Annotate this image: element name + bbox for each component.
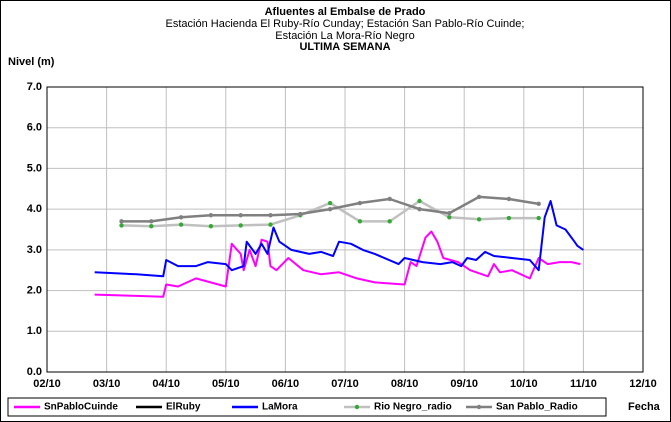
data-point xyxy=(208,224,214,229)
x-tick-label: 05/10 xyxy=(212,378,240,390)
data-point xyxy=(417,198,422,204)
data-point xyxy=(536,215,541,221)
x-tick-label: 09/10 xyxy=(450,378,478,390)
x-axis-label: Fecha xyxy=(628,401,661,413)
data-point xyxy=(387,196,392,202)
data-point xyxy=(506,196,512,202)
legend-label: SnPabloCuinde xyxy=(44,402,118,413)
data-point xyxy=(536,201,541,207)
y-tick-label: 4.0 xyxy=(27,203,42,215)
legend-label: LaMora xyxy=(262,402,298,413)
data-point xyxy=(178,222,184,227)
legend xyxy=(7,397,607,417)
series-line xyxy=(94,230,581,298)
data-point xyxy=(208,213,214,218)
x-tick-label: 12/10 xyxy=(629,378,657,390)
data-point xyxy=(119,223,124,228)
period-label: ULTIMA SEMANA xyxy=(299,41,390,53)
y-tick-label: 0.0 xyxy=(27,366,42,378)
chart-subtitle: Estación Hacienda El Ruby-Río Cunday; Es… xyxy=(166,18,525,30)
data-point xyxy=(447,211,452,216)
y-tick-label: 3.0 xyxy=(27,244,42,256)
x-tick-label: 03/10 xyxy=(93,378,121,390)
data-point xyxy=(357,200,363,206)
data-point xyxy=(298,211,303,217)
legend-marker xyxy=(354,404,360,410)
data-point xyxy=(476,194,482,200)
data-point xyxy=(268,222,273,227)
chart-title: Afluentes al Embalse de Prado xyxy=(265,6,426,18)
data-point xyxy=(476,217,482,222)
y-tick-label: 2.0 xyxy=(27,284,42,296)
data-point xyxy=(387,219,392,224)
data-point xyxy=(149,224,154,229)
data-point xyxy=(327,200,333,206)
data-point xyxy=(238,223,243,228)
x-tick-label: 02/10 xyxy=(33,378,61,390)
x-tick-label: 06/10 xyxy=(272,378,300,390)
data-point xyxy=(178,215,184,220)
y-tick-label: 6.0 xyxy=(27,122,42,134)
series-line xyxy=(94,200,584,278)
data-point xyxy=(238,213,243,218)
y-axis-label: Nivel (m) xyxy=(8,56,55,68)
chart-subtitle: Estación La Mora-Río Negro xyxy=(275,30,414,42)
legend-label: San Pablo_Radio xyxy=(496,402,578,413)
data-point xyxy=(149,219,154,224)
legend-label: Rio Negro_radio xyxy=(374,402,452,413)
data-point xyxy=(417,206,422,212)
data-point xyxy=(447,215,452,220)
x-tick-label: 04/10 xyxy=(152,378,180,390)
x-tick-label: 10/10 xyxy=(510,378,538,390)
data-point xyxy=(327,206,333,212)
plot-border xyxy=(46,86,644,373)
y-tick-label: 7.0 xyxy=(27,81,42,93)
legend-marker xyxy=(476,404,482,410)
data-point xyxy=(268,213,273,218)
legend-label: ElRuby xyxy=(166,402,201,413)
y-tick-label: 1.0 xyxy=(27,325,42,337)
data-point xyxy=(506,215,512,221)
data-point xyxy=(119,219,124,224)
x-tick-label: 08/10 xyxy=(391,378,419,390)
y-tick-label: 5.0 xyxy=(27,162,42,174)
data-point xyxy=(357,219,363,224)
x-tick-label: 07/10 xyxy=(331,378,359,390)
x-tick-label: 11/10 xyxy=(570,378,597,390)
